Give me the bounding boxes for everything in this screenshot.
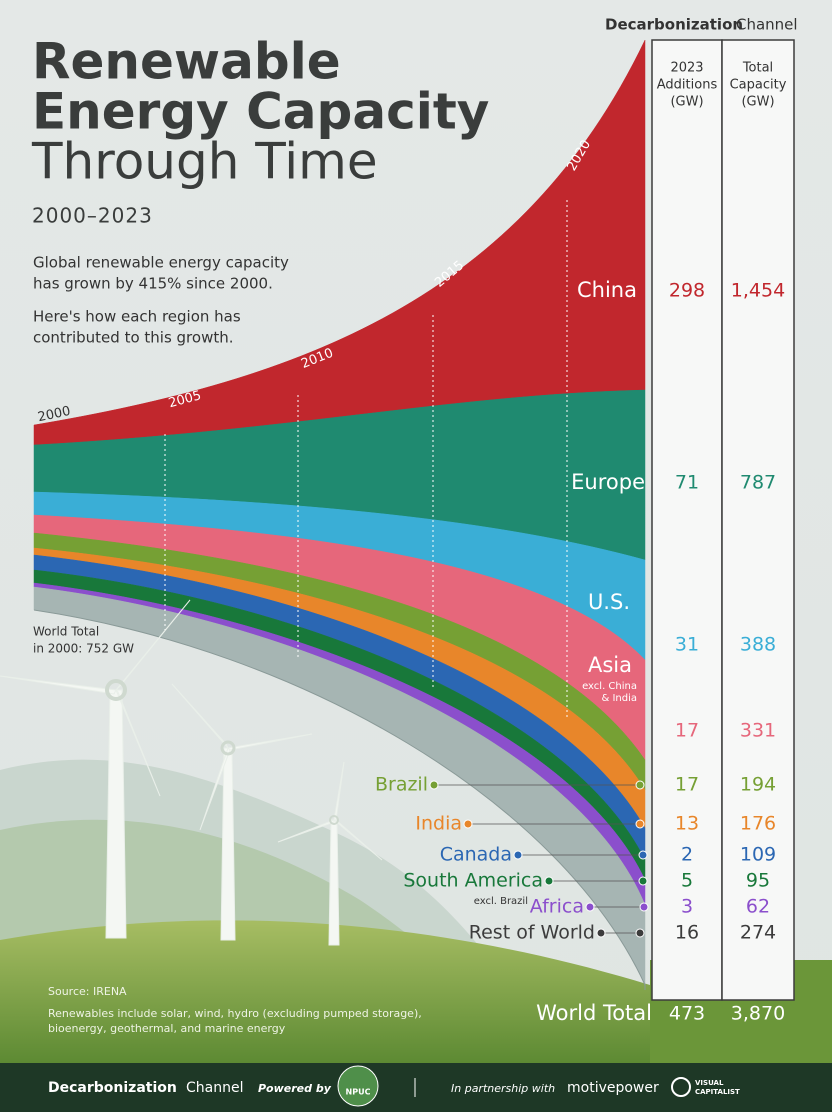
powered: Powered by [258, 1082, 332, 1095]
title: Through Time [31, 133, 378, 191]
region-name: Rest of World [469, 922, 595, 944]
connector-dot [429, 780, 439, 790]
additions: 17 [675, 720, 699, 742]
connector-end [638, 876, 648, 886]
connector-end [635, 928, 645, 938]
badge-text: NPUC [346, 1088, 371, 1097]
footer-band [0, 1063, 832, 1112]
intro: contributed to this growth. [33, 329, 234, 347]
blades [171, 683, 313, 831]
intro: has grown by 415% since 2000. [33, 275, 273, 293]
column-header: Total [742, 61, 773, 76]
additions: 13 [675, 813, 699, 835]
partner: In partnership with [451, 1082, 555, 1095]
total: 95 [746, 870, 770, 892]
region-note: excl. China [582, 681, 637, 692]
additions: 31 [675, 634, 699, 656]
total-name: World Total [536, 1001, 652, 1025]
brand: Decarbonization [605, 16, 743, 34]
footer-brand: Channel [186, 1080, 243, 1096]
start-note: in 2000: 752 GW [33, 642, 134, 656]
hub [329, 815, 339, 825]
start-note: World Total [33, 625, 99, 639]
hub [105, 679, 127, 701]
windmills [0, 599, 383, 946]
tower [220, 747, 236, 941]
total-capacity: 3,870 [731, 1003, 785, 1025]
connector-dot [544, 876, 554, 886]
title: Renewable [32, 33, 341, 91]
brand-suffix: Channel [736, 16, 798, 34]
total: 62 [746, 896, 770, 918]
partner-logo: motivepower [567, 1080, 659, 1096]
region-name: China [577, 278, 637, 302]
total: 787 [740, 472, 776, 494]
partner-icon [671, 1077, 691, 1097]
region-note: excl. Brazil [474, 896, 528, 907]
total: 388 [740, 634, 776, 656]
connector-end [635, 819, 645, 829]
period: 2000–2023 [32, 204, 153, 228]
badge [337, 1065, 379, 1107]
additions: 5 [681, 870, 693, 892]
partner-logo: VISUAL [695, 1079, 724, 1087]
total: 1,454 [731, 280, 785, 302]
additions: 298 [669, 280, 705, 302]
note: Renewables include solar, wind, hydro (e… [48, 1007, 422, 1020]
region-name: South America [403, 870, 543, 892]
year-label: 2000 [36, 404, 71, 426]
connector-end [638, 850, 648, 860]
total: 331 [740, 720, 776, 742]
connector-dot [596, 928, 606, 938]
footer-brand: Decarbonization [48, 1080, 177, 1096]
column-header: 2023 [670, 61, 703, 76]
region-name: Canada [440, 844, 512, 866]
table-column [721, 39, 795, 1001]
tower [105, 689, 127, 939]
title: Energy Capacity [32, 83, 489, 141]
source: Source: IRENA [48, 985, 127, 998]
connector-dot [513, 850, 523, 860]
region-note: & India [601, 693, 637, 704]
column-header: (GW) [741, 95, 774, 110]
blades [0, 599, 191, 797]
total: 194 [740, 774, 776, 796]
additions: 2 [681, 844, 693, 866]
additions: 17 [675, 774, 699, 796]
column-header: Additions [657, 78, 718, 93]
additions: 16 [675, 922, 699, 944]
hub [220, 740, 236, 756]
grass [0, 920, 650, 1063]
tower [328, 819, 340, 946]
total: 109 [740, 844, 776, 866]
stream-base [33, 609, 646, 990]
additions: 71 [675, 472, 699, 494]
region-name: Africa [530, 896, 584, 918]
region-name: Asia [588, 653, 632, 677]
blades [277, 761, 383, 861]
region-name: Europe [571, 470, 645, 494]
column-header: Capacity [730, 78, 787, 93]
intro: Here's how each region has [33, 308, 241, 326]
total-additions: 473 [669, 1003, 705, 1025]
additions: 3 [681, 896, 693, 918]
connector-dot [585, 902, 595, 912]
partner-logo: CAPITALIST [695, 1088, 740, 1096]
streams [33, 39, 646, 990]
connector-end [639, 902, 649, 912]
note: bioenergy, geothermal, and marine energy [48, 1022, 286, 1035]
region-name: Brazil [375, 774, 428, 796]
total: 176 [740, 813, 776, 835]
total: 274 [740, 922, 776, 944]
region-name: U.S. [588, 590, 630, 614]
connector-end [635, 780, 645, 790]
intro: Global renewable energy capacity [33, 254, 289, 272]
connector-dot [463, 819, 473, 829]
region-name: India [415, 813, 462, 835]
column-header: (GW) [670, 95, 703, 110]
